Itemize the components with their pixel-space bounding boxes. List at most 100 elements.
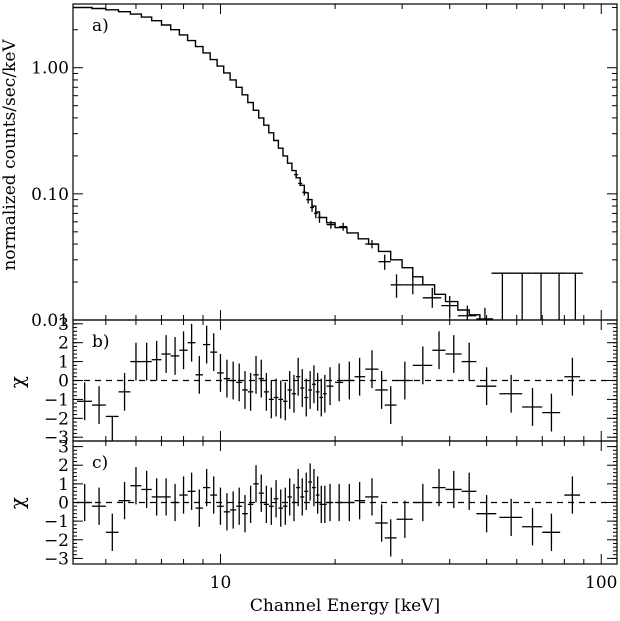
data-point [499, 374, 523, 413]
data-point [92, 386, 106, 424]
y-tick-label: 1.00 [31, 59, 69, 79]
data-point [105, 513, 119, 551]
panel-tag: c) [92, 453, 108, 473]
y-tick-label: −1 [44, 390, 69, 410]
data-point [354, 357, 366, 396]
data-point [195, 489, 204, 527]
data-point [491, 272, 513, 320]
y-axis-label-panel-a: normalized counts/sec/keV [0, 39, 20, 271]
y-tick-label: 0 [58, 494, 69, 514]
y-tick-label: −2 [44, 409, 69, 429]
data-point [476, 367, 497, 406]
data-point [296, 468, 301, 507]
data-point [151, 478, 162, 516]
data-point [130, 467, 142, 505]
data-point [296, 357, 301, 396]
data-point [195, 355, 204, 394]
data-point [319, 378, 324, 417]
data-point [170, 337, 180, 375]
data-point [310, 203, 314, 212]
y-tick-label: 0.10 [31, 185, 69, 205]
data-point [461, 342, 477, 381]
data-point [230, 361, 237, 400]
data-point [283, 382, 288, 421]
data-point [375, 504, 388, 542]
data-point [247, 485, 254, 523]
data-point [161, 335, 171, 373]
data-point [105, 415, 119, 441]
data-point [445, 470, 462, 509]
data-point [230, 491, 237, 529]
data-point [242, 495, 248, 533]
data-point [412, 483, 433, 522]
data-point [92, 487, 106, 525]
x-tick-label: 10 [210, 573, 232, 593]
data-point [412, 346, 433, 385]
data-point [151, 340, 162, 381]
data-point [141, 470, 152, 509]
data-point [291, 374, 297, 413]
data-point [298, 180, 303, 187]
data-point [326, 220, 336, 229]
data-point [187, 472, 196, 510]
data-point [118, 372, 131, 411]
y-tick-label: −3 [44, 428, 69, 448]
data-point [564, 357, 581, 396]
data-point [258, 359, 264, 398]
data-point [335, 363, 344, 402]
data-point [223, 359, 231, 398]
data-point [210, 476, 218, 514]
y-tick-label: 0 [58, 372, 69, 392]
data-point [476, 307, 494, 320]
y-tick-label: 3 [58, 315, 69, 335]
data-point [118, 482, 131, 520]
data-point [550, 272, 568, 320]
data-point [396, 361, 413, 400]
x-tick-label: 100 [585, 573, 617, 593]
data-point [170, 483, 180, 522]
data-point [263, 372, 269, 411]
data-point [247, 372, 254, 411]
data-point [179, 476, 188, 514]
data-point [304, 378, 309, 417]
data-point [283, 487, 288, 525]
data-point [402, 272, 423, 295]
data-point [365, 240, 379, 249]
data-point [531, 272, 551, 320]
data-point [542, 513, 561, 551]
data-point [304, 472, 309, 510]
data-point [378, 254, 391, 270]
y-tick-label: 2 [58, 456, 69, 476]
data-point [375, 371, 388, 409]
y-tick-label: 3 [58, 438, 69, 458]
data-point [365, 478, 379, 516]
data-point [564, 476, 581, 514]
data-point [312, 468, 316, 507]
y-tick-label: −3 [44, 549, 69, 569]
data-point [315, 372, 320, 411]
data-point [278, 380, 284, 419]
data-point [253, 465, 259, 503]
data-point [343, 483, 355, 522]
data-point [326, 367, 334, 406]
model-step-line [73, 6, 481, 320]
data-point [203, 468, 211, 507]
data-point [273, 378, 279, 417]
panel-tag: b) [92, 332, 110, 352]
data-point [223, 493, 231, 531]
data-point [291, 483, 297, 522]
data-point [461, 472, 477, 510]
data-point [236, 487, 243, 525]
data-point [339, 222, 348, 231]
data-point [441, 295, 458, 318]
data-point [319, 485, 324, 523]
data-point [236, 363, 243, 402]
data-point [273, 480, 279, 518]
data-point [323, 374, 327, 413]
y-tick-label: 2 [58, 334, 69, 354]
data-point [432, 468, 446, 507]
data-point [308, 371, 313, 409]
